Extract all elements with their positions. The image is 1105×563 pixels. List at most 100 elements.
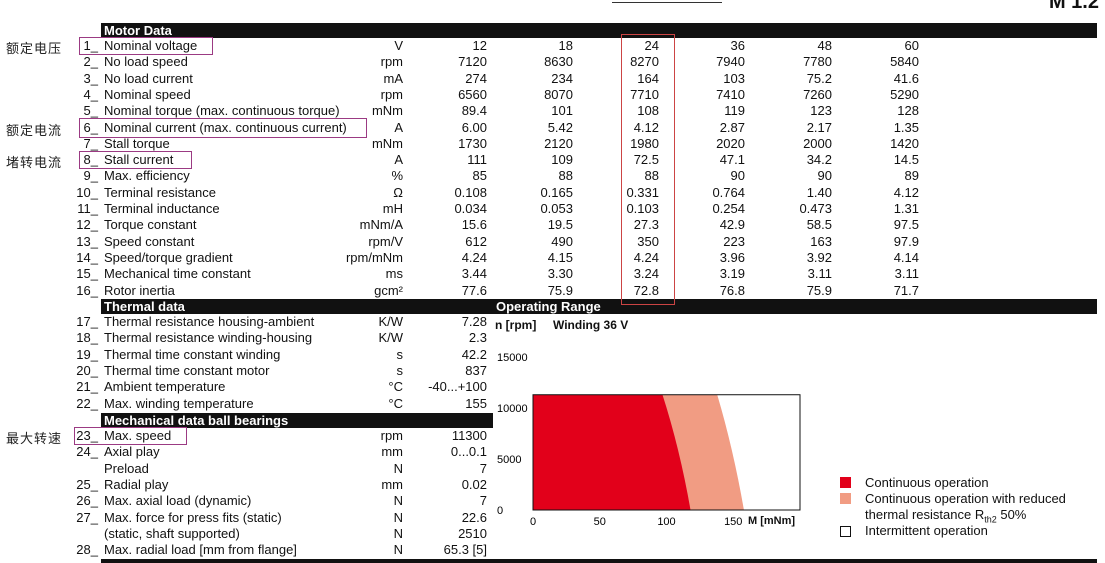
row-value: 6560 (458, 86, 487, 102)
row-value: 837 (465, 362, 487, 378)
row-value: 11300 (451, 428, 487, 443)
thermal_data-row: 20_ Thermal time constant motor s 837 (0, 363, 500, 379)
row-value: 108 (637, 103, 659, 119)
row-value: 12 (472, 38, 487, 53)
row-number: 18_ (76, 330, 98, 346)
x-tick-label: 50 (594, 516, 606, 528)
row-number: 6_ (83, 119, 98, 135)
row-number: 26_ (76, 493, 98, 509)
row-unit: mNm (371, 135, 403, 151)
row-value: 7780 (803, 54, 832, 70)
row-number: 12_ (76, 217, 98, 233)
row-value: 85 (472, 168, 487, 184)
row-unit: N (393, 460, 403, 476)
row-label: Nominal speed (104, 86, 191, 102)
motor-row: 12_ Torque constant mNm/A 15.6 19.5 27.3 42.9 5… (0, 217, 1105, 233)
row-value: 2120 (544, 135, 573, 151)
row-value: 42.2 (461, 346, 487, 362)
row-unit: °C (388, 395, 403, 411)
row-value: 24 (644, 38, 659, 53)
row-value: 97.9 (893, 233, 919, 249)
row-value: 234 (551, 70, 573, 86)
row-unit: °C (388, 379, 403, 395)
row-value: 18 (558, 38, 573, 53)
row-value: 1.31 (893, 201, 919, 216)
row-number: 2_ (83, 54, 98, 70)
row-number: 28_ (76, 542, 98, 558)
row-value: 5840 (890, 54, 919, 70)
row-value: 22.6 (461, 509, 487, 525)
row-value: 88 (644, 168, 659, 184)
row-value: 4.12 (633, 119, 659, 135)
row-value: 97.5 (893, 217, 919, 233)
row-value: 42.9 (719, 217, 745, 233)
row-value: 7940 (716, 54, 745, 70)
row-label: Thermal time constant winding (104, 346, 281, 362)
row-value: 2.17 (806, 119, 832, 135)
row-value: 0.764 (712, 184, 745, 200)
row-value: 7.28 (461, 314, 487, 329)
row-value: 27.3 (633, 217, 659, 233)
row-number: 5_ (83, 103, 98, 119)
motor-row: 9_ Max. efficiency% 85 88 88 90 90 89 (0, 168, 1105, 184)
row-number: 15_ (76, 266, 98, 282)
row-value: 89.4 (461, 103, 487, 119)
row-value: 490 (551, 233, 573, 249)
row-label: Max. axial load (dynamic) (104, 493, 252, 509)
motor-row: 5_ Nominal torque (max. continuous torque… (0, 103, 1105, 119)
row-value: 4.24 (633, 249, 659, 265)
row-value: 48 (817, 38, 832, 53)
row-unit: mA (383, 70, 404, 86)
row-value: 103 (723, 70, 745, 86)
row-value: 88 (558, 168, 573, 184)
x-tick-label: 0 (530, 516, 536, 528)
annotation-stall: 堵转电流 (6, 156, 63, 171)
motor-row: 16_ Rotor inertia gcm² 77.6 75.9 72.8 76.8 75.9… (0, 283, 1105, 299)
mechanical-data-header: Mechanical data ball bearings (101, 413, 493, 428)
row-value: 65.3 [5] (443, 542, 487, 558)
row-unit: rpm/V (368, 233, 403, 249)
bottom-header-fragment (101, 559, 1097, 563)
row-value: 5.42 (547, 119, 573, 135)
top-fragment: M 1.2 (1048, 0, 1099, 13)
motor-row: 10_ Terminal resistance Ω 0.108 0.165 0.331 0.… (0, 185, 1105, 201)
row-value: 89 (904, 168, 919, 184)
row-value: 163 (810, 233, 832, 249)
motor-row: 15_ Mechanical time constant ms 3.44 3.30 3.2… (0, 266, 1105, 282)
row-value: 41.6 (893, 70, 919, 86)
row-number: 19_ (76, 346, 98, 362)
highlight-nominal-current (79, 118, 367, 138)
row-value: 0.034 (454, 201, 487, 216)
row-number: 7_ (83, 135, 98, 151)
y-tick-label: 10000 (497, 403, 528, 415)
row-value: 72.5 (633, 152, 659, 168)
mechanical_data-row: (static, shaft supported) N 2510 (0, 526, 500, 542)
motor-row: 13_ Speed constant rpm/V 612 490 350 223 163 97.… (0, 234, 1105, 250)
row-number: 4_ (83, 86, 98, 102)
row-label: Speed/torque gradient (104, 249, 233, 265)
row-unit: mNm/A (359, 217, 403, 233)
motor-row: 7_ Stall torque mNm 1730 2120 1980 2020 2000 142… (0, 136, 1105, 152)
row-unit: mH (382, 201, 403, 216)
row-value: 77.6 (461, 282, 487, 298)
row-unit: N (393, 525, 403, 541)
row-label: Thermal resistance winding-housing (104, 330, 313, 346)
mechanical_data-row: 28_ Max. radial load [mm from flange] N 65.… (0, 542, 500, 558)
top-dimension-line (612, 2, 722, 3)
row-value: 2.87 (719, 119, 745, 135)
row-number: 16_ (76, 282, 98, 298)
row-label: No load current (104, 70, 193, 86)
row-number: 1_ (83, 38, 98, 53)
highlight-max-speed (74, 427, 187, 445)
row-value: 90 (730, 168, 745, 184)
row-number: 13_ (76, 233, 98, 249)
row-value: 14.5 (893, 152, 919, 168)
row-unit: V (394, 38, 403, 53)
x-tick-label: 150 (724, 516, 742, 528)
row-value: 1420 (890, 135, 919, 151)
row-unit: A (394, 152, 403, 168)
row-number: 23_ (76, 428, 98, 443)
row-label: Stall torque (104, 135, 170, 151)
row-value: 3.30 (547, 266, 573, 282)
row-value: 47.1 (719, 152, 745, 168)
